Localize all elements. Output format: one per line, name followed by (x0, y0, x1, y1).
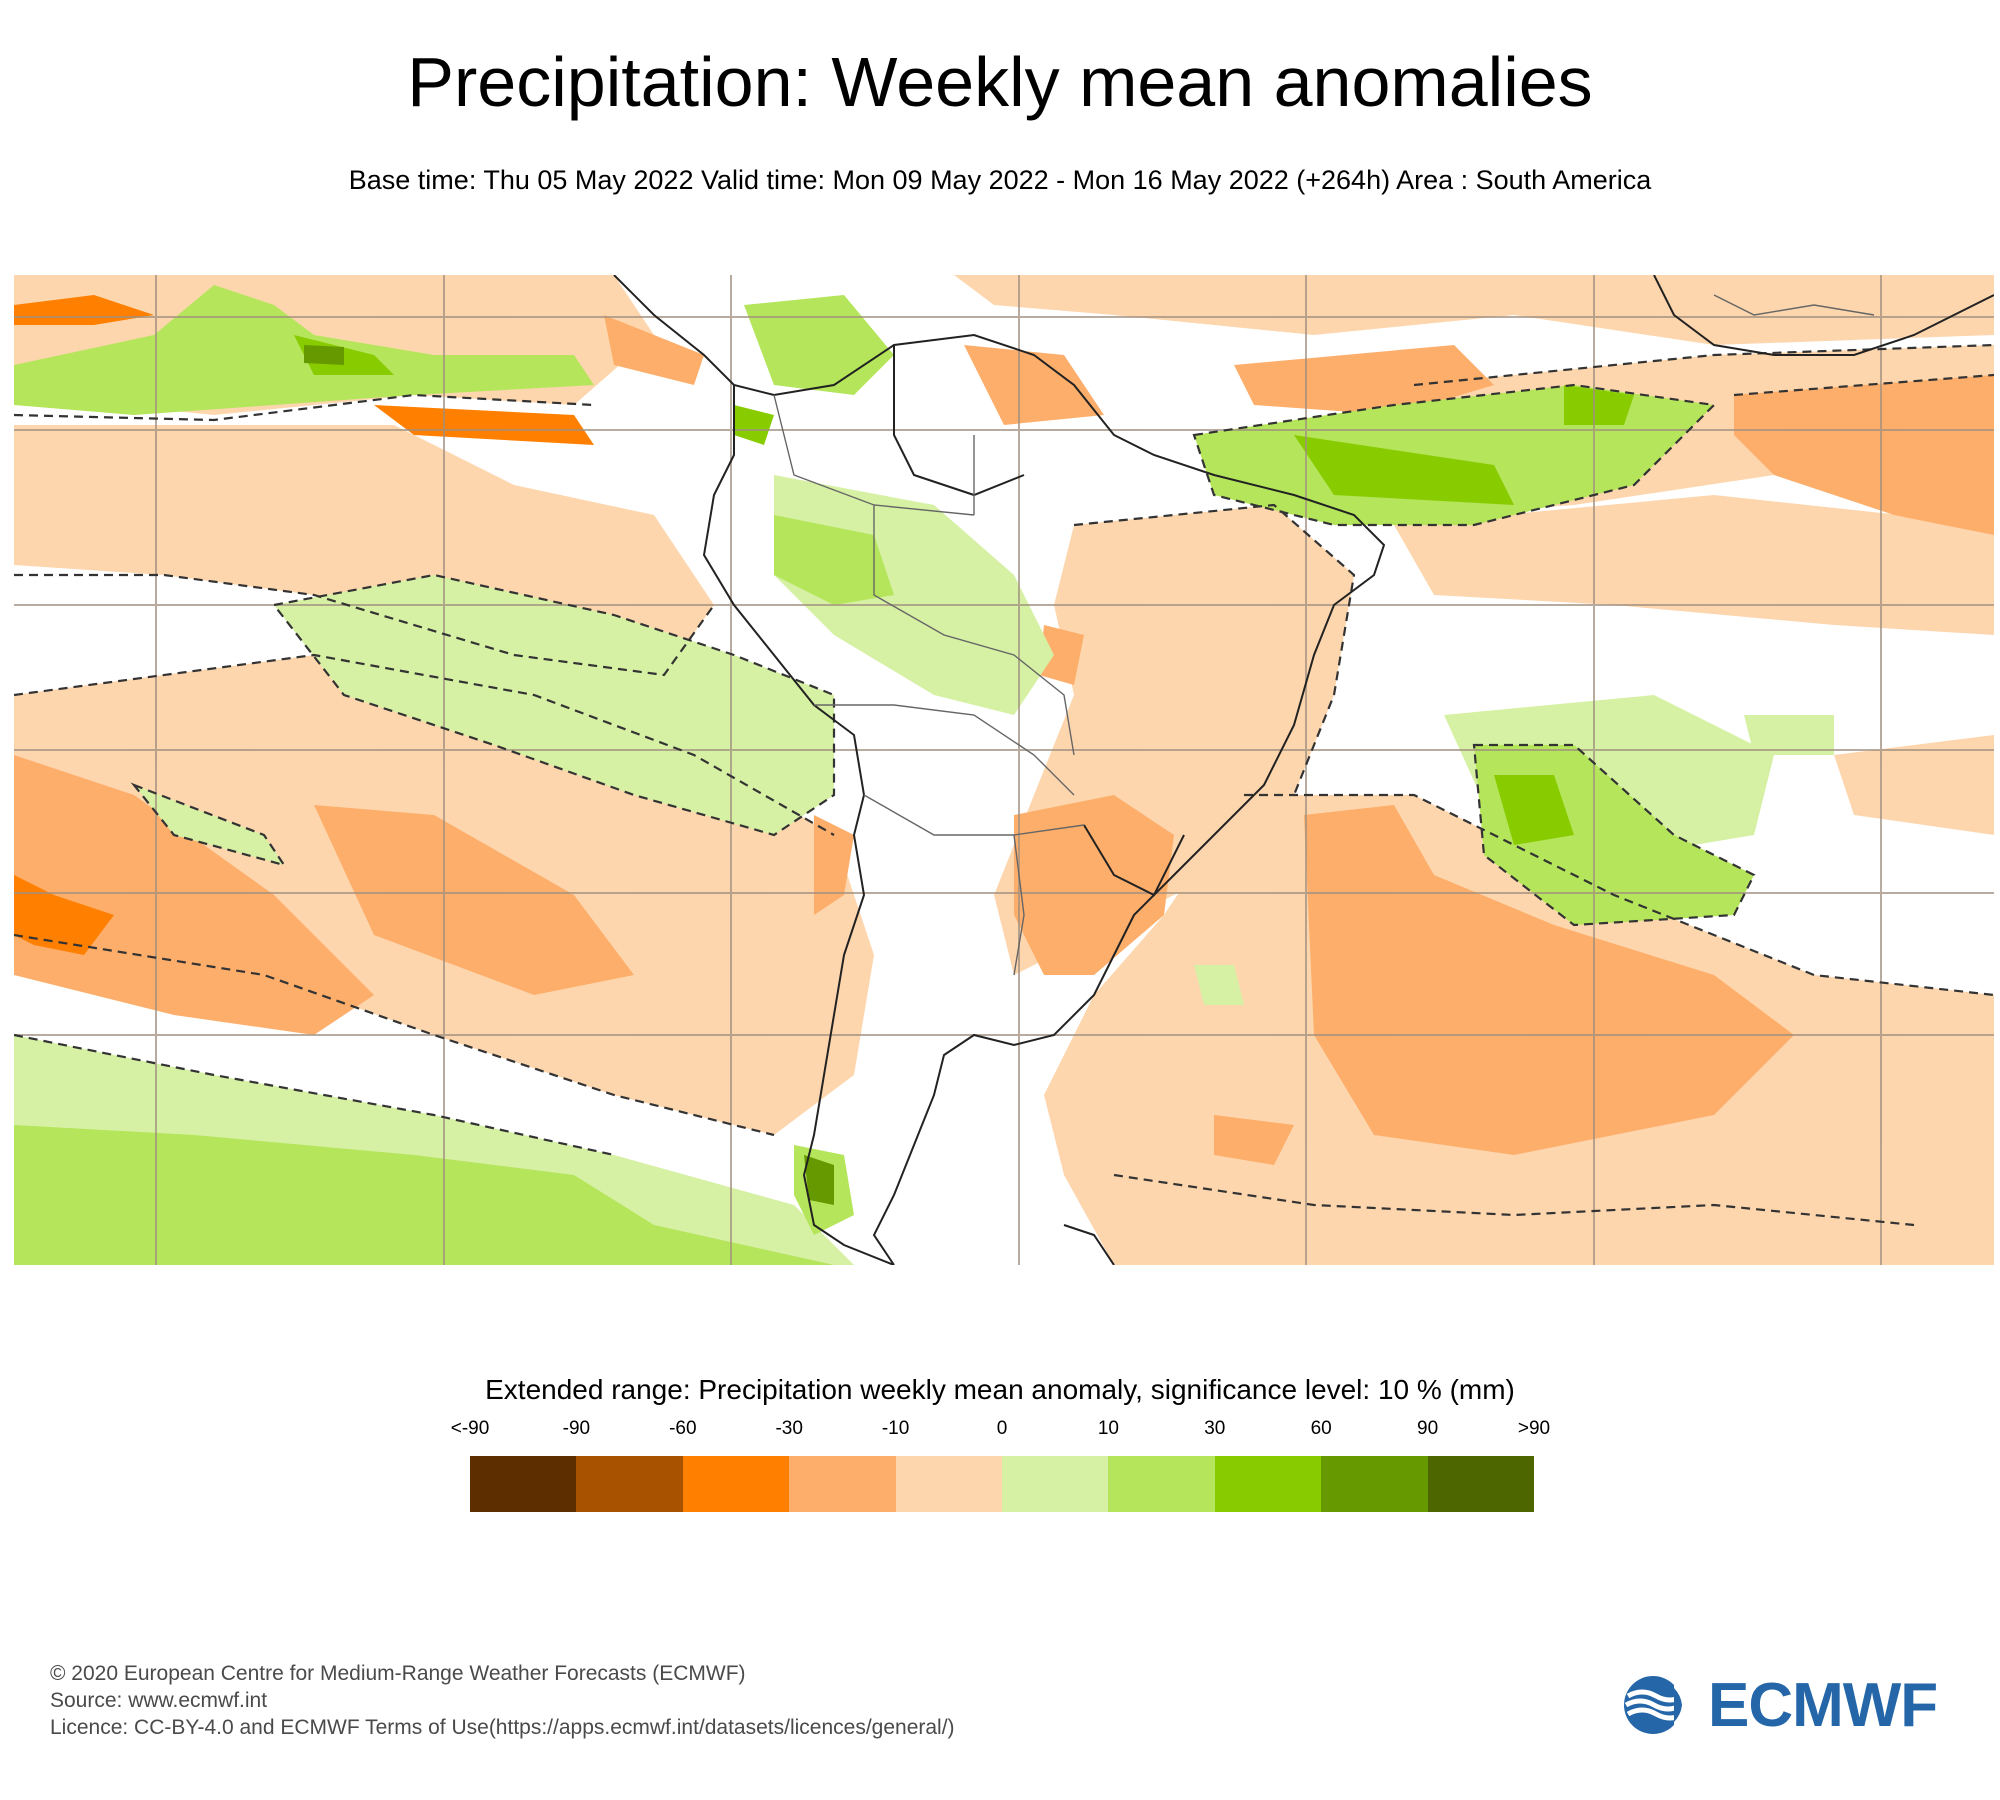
source-text: Source: www.ecmwf.int (50, 1689, 268, 1712)
country-borders (773, 294, 1875, 976)
anomaly-map (14, 275, 1994, 1265)
legend-ticks: <-90 -90 -60 -30 -10 0 10 30 60 90 >90 (0, 1418, 2000, 1444)
legend-tick: <-90 (450, 1418, 490, 1439)
legend-swatch (1214, 1456, 1322, 1512)
ecmwf-logo-text: ECMWF (1708, 1670, 1938, 1740)
significance-contours (14, 343, 1994, 1227)
legend-swatch (1002, 1456, 1109, 1512)
legend-tick: -10 (881, 1418, 910, 1439)
legend-tick: -30 (775, 1418, 803, 1439)
licence-text: Licence: CC-BY-4.0 and ECMWF Terms of Us… (50, 1716, 955, 1739)
legend-tick: 10 (1097, 1418, 1119, 1439)
ecmwf-globe-icon (1624, 1676, 1700, 1734)
dry-medium-regions (14, 315, 1994, 1165)
legend-swatch (470, 1456, 577, 1512)
legend-tick: -90 (562, 1418, 591, 1439)
footer: © 2020 European Centre for Medium-Range … (50, 1660, 955, 1741)
graticule (14, 275, 1994, 1265)
coastlines (613, 275, 1994, 1265)
legend-swatch (1321, 1456, 1428, 1512)
legend-swatch (895, 1456, 1003, 1512)
legend-swatch (682, 1456, 790, 1512)
chart-subtitle: Base time: Thu 05 May 2022 Valid time: M… (348, 165, 1652, 195)
legend-tick: -60 (669, 1418, 697, 1439)
chart-title: Precipitation: Weekly mean anomalies (407, 43, 1593, 121)
legend-tick: 0 (996, 1418, 1008, 1439)
legend-swatch (1427, 1456, 1535, 1512)
legend-colorbar (470, 1456, 1535, 1512)
legend-swatch (576, 1456, 683, 1512)
legend-tick: 30 (1204, 1418, 1226, 1439)
copyright-text: © 2020 European Centre for Medium-Range … (50, 1662, 746, 1685)
legend-title: Extended range: Precipitation weekly mea… (485, 1374, 1515, 1405)
ecmwf-logo: ECMWF (1622, 1670, 1962, 1740)
legend-tick: 90 (1417, 1418, 1439, 1439)
wet-strong-regions (294, 335, 1634, 845)
legend-tick: 60 (1310, 1418, 1332, 1439)
legend-tick: >90 (1517, 1418, 1551, 1439)
legend-swatch (789, 1456, 896, 1512)
wet-very-strong-regions (304, 345, 834, 1205)
legend-swatch (1108, 1456, 1215, 1512)
